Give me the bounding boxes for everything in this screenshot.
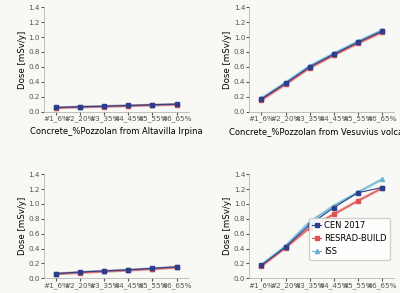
ISS (307, 220, 312, 224)
CEN 2017 (283, 245, 288, 249)
RESRAD-BUILD (54, 106, 58, 110)
CEN 2017 (283, 81, 288, 85)
RESRAD-BUILD (54, 272, 58, 276)
CEN 2017 (126, 104, 131, 107)
RESRAD-BUILD (356, 199, 360, 203)
CEN 2017 (150, 267, 155, 270)
Y-axis label: Dose [mSv/y]: Dose [mSv/y] (223, 197, 232, 255)
CEN 2017 (356, 191, 360, 195)
Line: CEN 2017: CEN 2017 (54, 265, 179, 276)
Line: ISS: ISS (54, 102, 179, 110)
CEN 2017 (174, 265, 179, 269)
ISS (356, 40, 360, 43)
Line: CEN 2017: CEN 2017 (259, 185, 384, 268)
ISS (331, 52, 336, 55)
ISS (283, 244, 288, 248)
CEN 2017 (356, 40, 360, 44)
RESRAD-BUILD (174, 103, 179, 106)
RESRAD-BUILD (126, 104, 131, 108)
ISS (102, 105, 107, 108)
X-axis label: Concrete_%Pozzolan from Altavilla Irpina: Concrete_%Pozzolan from Altavilla Irpina (30, 127, 203, 136)
ISS (54, 106, 58, 110)
CEN 2017 (78, 105, 82, 108)
RESRAD-BUILD (307, 66, 312, 70)
CEN 2017 (174, 102, 179, 106)
ISS (126, 268, 131, 272)
Line: RESRAD-BUILD: RESRAD-BUILD (54, 103, 179, 110)
ISS (78, 105, 82, 109)
ISS (102, 269, 107, 273)
ISS (150, 103, 155, 107)
ISS (259, 263, 264, 267)
Line: RESRAD-BUILD: RESRAD-BUILD (54, 265, 179, 276)
CEN 2017 (259, 97, 264, 101)
Line: ISS: ISS (54, 265, 179, 276)
ISS (380, 28, 384, 32)
RESRAD-BUILD (102, 105, 107, 108)
X-axis label: Concrete_%Pozzolan from Vesuvius volcano: Concrete_%Pozzolan from Vesuvius volcano (229, 127, 400, 136)
ISS (331, 204, 336, 207)
RESRAD-BUILD (126, 269, 131, 272)
ISS (54, 272, 58, 275)
CEN 2017 (102, 104, 107, 108)
ISS (283, 81, 288, 84)
ISS (126, 104, 131, 108)
CEN 2017 (331, 206, 336, 209)
CEN 2017 (78, 270, 82, 274)
RESRAD-BUILD (283, 83, 288, 86)
Line: CEN 2017: CEN 2017 (54, 102, 179, 110)
RESRAD-BUILD (150, 103, 155, 107)
ISS (78, 270, 82, 274)
ISS (174, 265, 179, 269)
RESRAD-BUILD (380, 187, 384, 190)
RESRAD-BUILD (380, 30, 384, 34)
RESRAD-BUILD (174, 266, 179, 269)
RESRAD-BUILD (283, 246, 288, 250)
Y-axis label: Dose [mSv/y]: Dose [mSv/y] (18, 30, 27, 88)
RESRAD-BUILD (259, 264, 264, 268)
CEN 2017 (54, 106, 58, 109)
RESRAD-BUILD (331, 54, 336, 57)
Line: RESRAD-BUILD: RESRAD-BUILD (259, 30, 384, 102)
Line: RESRAD-BUILD: RESRAD-BUILD (259, 186, 384, 268)
ISS (150, 267, 155, 270)
RESRAD-BUILD (78, 271, 82, 274)
Line: CEN 2017: CEN 2017 (259, 29, 384, 101)
RESRAD-BUILD (102, 270, 107, 273)
RESRAD-BUILD (331, 212, 336, 216)
CEN 2017 (331, 52, 336, 56)
CEN 2017 (380, 186, 384, 189)
Y-axis label: Dose [mSv/y]: Dose [mSv/y] (223, 30, 232, 88)
CEN 2017 (150, 103, 155, 106)
CEN 2017 (307, 223, 312, 226)
RESRAD-BUILD (307, 226, 312, 229)
Line: ISS: ISS (259, 177, 384, 267)
RESRAD-BUILD (78, 105, 82, 109)
ISS (259, 97, 264, 100)
CEN 2017 (126, 268, 131, 272)
RESRAD-BUILD (150, 267, 155, 271)
CEN 2017 (102, 269, 107, 273)
ISS (307, 64, 312, 68)
CEN 2017 (54, 272, 58, 275)
ISS (380, 178, 384, 181)
CEN 2017 (380, 29, 384, 33)
RESRAD-BUILD (259, 98, 264, 102)
CEN 2017 (307, 65, 312, 69)
RESRAD-BUILD (356, 42, 360, 45)
ISS (356, 190, 360, 194)
ISS (174, 103, 179, 106)
Line: ISS: ISS (259, 28, 384, 100)
Y-axis label: Dose [mSv/y]: Dose [mSv/y] (18, 197, 27, 255)
Legend: CEN 2017, RESRAD-BUILD, ISS: CEN 2017, RESRAD-BUILD, ISS (309, 218, 390, 260)
CEN 2017 (259, 264, 264, 267)
